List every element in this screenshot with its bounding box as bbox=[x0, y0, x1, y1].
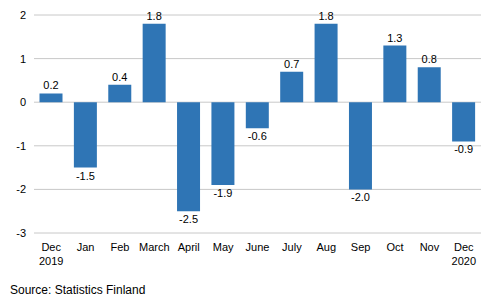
svg-text:July: July bbox=[282, 241, 302, 253]
svg-text:Dec2020: Dec2020 bbox=[452, 241, 476, 267]
svg-text:-2.5: -2.5 bbox=[179, 213, 198, 225]
svg-text:1.3: 1.3 bbox=[387, 32, 402, 44]
svg-text:2: 2 bbox=[20, 9, 26, 21]
svg-text:Feb: Feb bbox=[110, 241, 129, 253]
html-text:Source: Statistics Finland: Source: Statistics Finland bbox=[10, 283, 146, 297]
svg-text:0.8: 0.8 bbox=[422, 53, 437, 65]
svg-text:-0.6: -0.6 bbox=[248, 130, 267, 142]
svg-text:Dec2019: Dec2019 bbox=[39, 241, 63, 267]
svg-text:1.8: 1.8 bbox=[147, 10, 162, 22]
svg-text:1.8: 1.8 bbox=[318, 10, 333, 22]
svg-text:June: June bbox=[246, 241, 270, 253]
svg-text:Nov: Nov bbox=[420, 241, 440, 253]
svg-text:0.2: 0.2 bbox=[43, 79, 58, 91]
svg-text:1: 1 bbox=[20, 53, 26, 65]
svg-text:Jan: Jan bbox=[77, 241, 95, 253]
svg-text:March: March bbox=[139, 241, 170, 253]
svg-text:April: April bbox=[178, 241, 200, 253]
svg-text:-1.5: -1.5 bbox=[76, 170, 95, 182]
svg-text:-2: -2 bbox=[16, 183, 26, 195]
svg-text:-1.9: -1.9 bbox=[213, 187, 232, 199]
svg-text:Aug: Aug bbox=[316, 241, 336, 253]
svg-text:0.4: 0.4 bbox=[112, 71, 127, 83]
svg-text:-3: -3 bbox=[16, 227, 26, 239]
svg-text:Sep: Sep bbox=[351, 241, 371, 253]
svg-text:May: May bbox=[213, 241, 234, 253]
svg-text:Oct: Oct bbox=[386, 241, 403, 253]
svg-text:-0.9: -0.9 bbox=[454, 143, 473, 155]
svg-text:0.7: 0.7 bbox=[284, 58, 299, 70]
svg-text:0: 0 bbox=[20, 96, 26, 108]
svg-text:-1: -1 bbox=[16, 140, 26, 152]
svg-text:-2.0: -2.0 bbox=[351, 191, 370, 203]
